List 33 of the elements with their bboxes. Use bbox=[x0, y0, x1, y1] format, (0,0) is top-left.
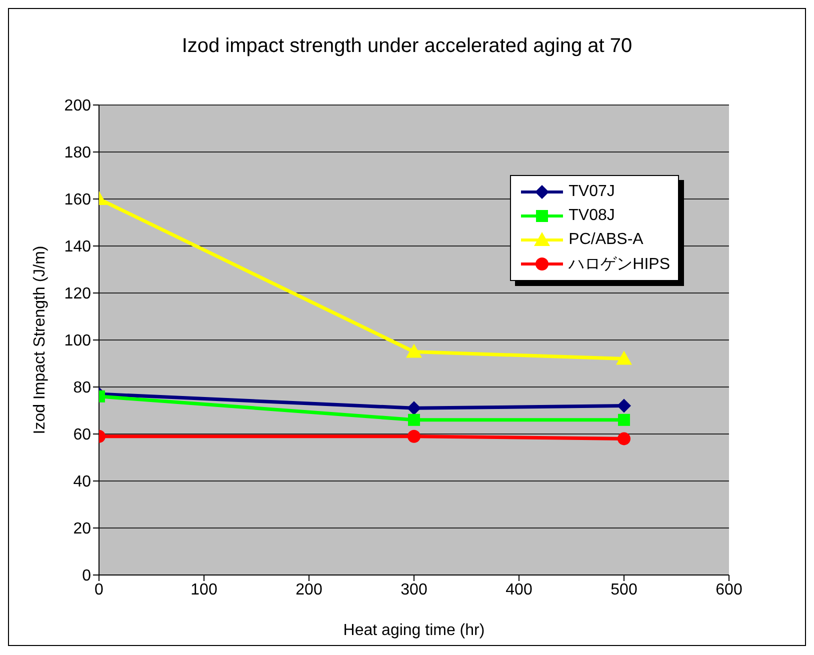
x-tick-label: 600 bbox=[716, 581, 742, 598]
point bbox=[618, 432, 630, 446]
x-tick-label: 500 bbox=[610, 581, 638, 598]
point bbox=[618, 414, 630, 426]
chart-title: Izod impact strength under accelerated aging at 70 bbox=[180, 35, 634, 59]
y-tick-label: 60 bbox=[73, 426, 92, 444]
y-tick-label: 100 bbox=[64, 332, 92, 350]
x-tick-label: 400 bbox=[506, 581, 532, 598]
point bbox=[406, 344, 422, 358]
legend-label: TV07J bbox=[568, 183, 615, 201]
y-tick-label: 20 bbox=[73, 520, 92, 538]
y-tick-label: 120 bbox=[64, 286, 92, 303]
legend-label: TV08J bbox=[568, 207, 615, 225]
x-tick-label: 0 bbox=[94, 581, 104, 598]
point bbox=[617, 398, 631, 413]
point bbox=[408, 430, 420, 443]
y-tick-label: 200 bbox=[64, 98, 92, 115]
y-tick-label: 140 bbox=[64, 238, 92, 256]
y-tick-label: 180 bbox=[64, 144, 92, 162]
x-axis-title: Heat aging time (hr) bbox=[343, 622, 485, 639]
x-tick-label: 200 bbox=[296, 581, 322, 598]
x-tick-label: 100 bbox=[190, 581, 218, 598]
x-tick-label: 300 bbox=[400, 581, 428, 598]
point bbox=[407, 401, 421, 416]
point bbox=[408, 414, 420, 426]
y-axis-title: Izod Impact Strength (J/m) bbox=[32, 246, 49, 434]
y-tick-label: 0 bbox=[82, 568, 92, 585]
y-tick-label: 160 bbox=[64, 192, 92, 209]
legend-label: PC/ABS-A bbox=[568, 231, 644, 249]
legend-label: ハロゲンHIPS bbox=[568, 254, 670, 274]
y-tick-label: 40 bbox=[73, 474, 92, 491]
point bbox=[616, 350, 632, 365]
y-tick-label: 80 bbox=[73, 380, 92, 397]
